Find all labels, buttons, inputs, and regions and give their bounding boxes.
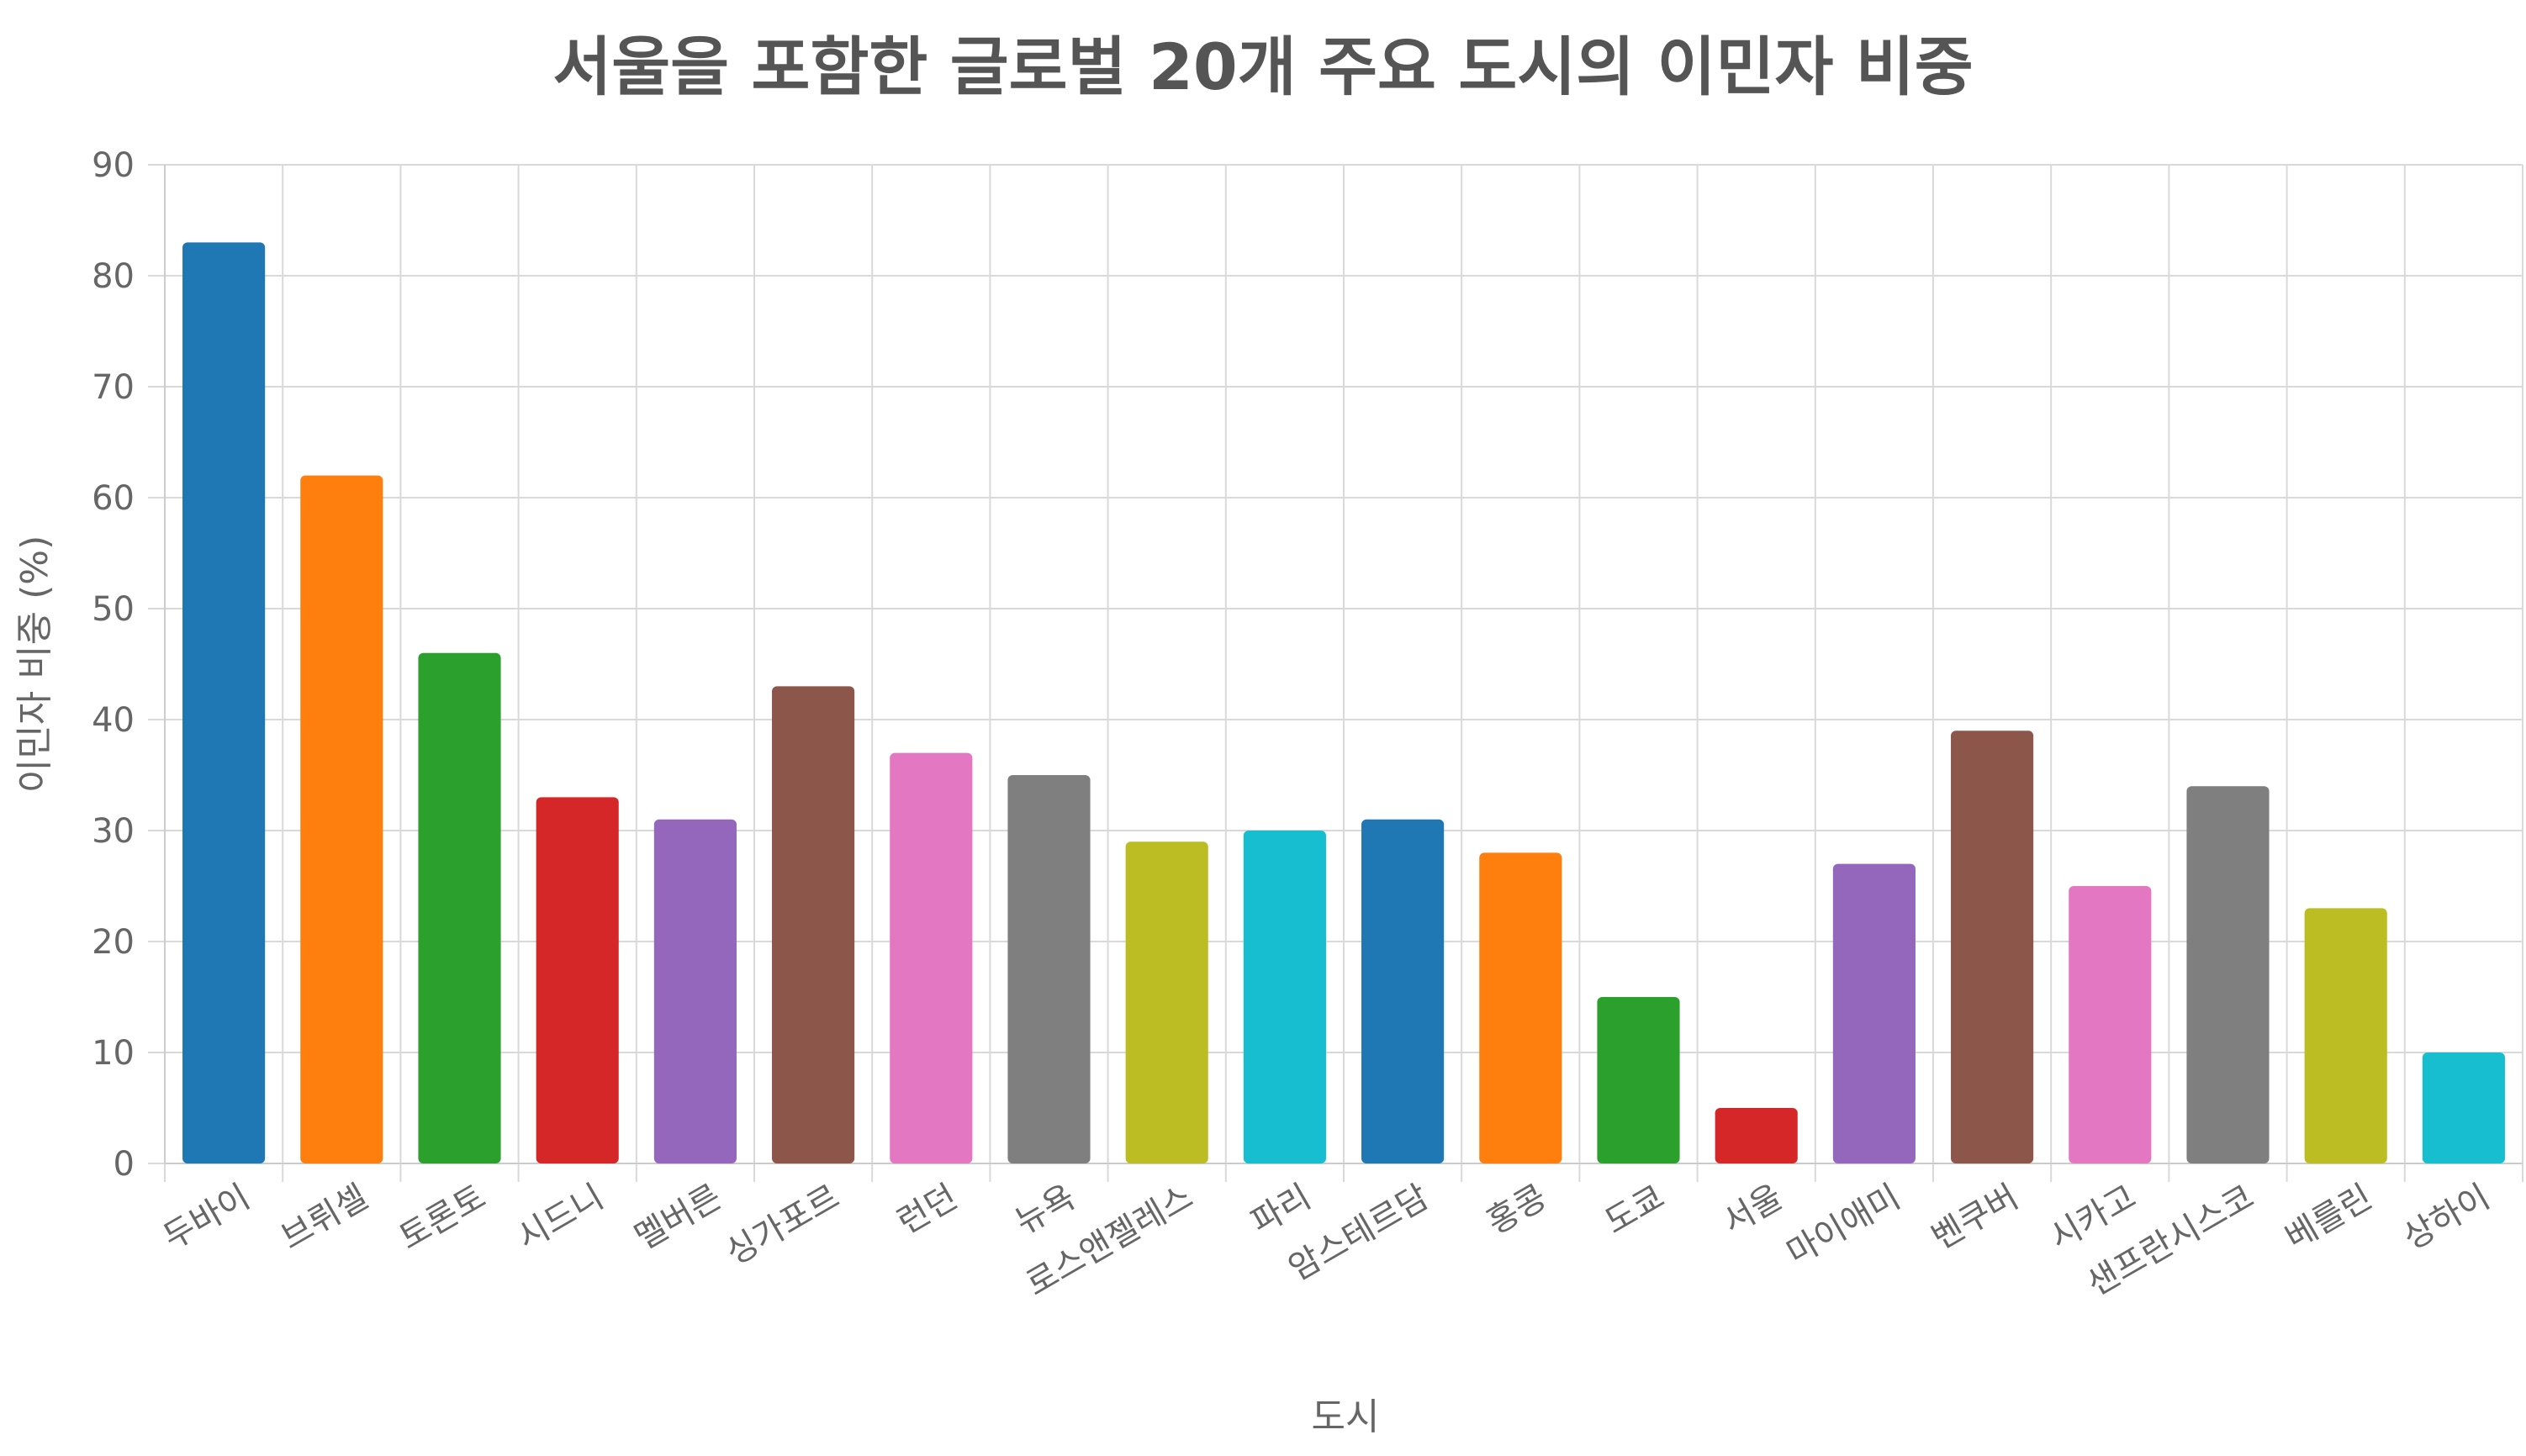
bar[interactable] bbox=[418, 652, 501, 1163]
x-tick-label: 서울 bbox=[1716, 1178, 1789, 1242]
x-axis-title: 도시 bbox=[1312, 1395, 1380, 1438]
bar[interactable] bbox=[536, 797, 619, 1163]
x-tick-label: 뉴욕 bbox=[1009, 1178, 1082, 1242]
y-tick-label: 70 bbox=[92, 368, 135, 407]
bar[interactable] bbox=[2186, 786, 2270, 1163]
bar[interactable] bbox=[772, 686, 855, 1163]
x-tick-label: 런던 bbox=[891, 1178, 964, 1242]
x-tick-label: 마이애미 bbox=[1780, 1178, 1906, 1273]
y-tick-label: 40 bbox=[92, 701, 135, 740]
y-tick-label: 80 bbox=[92, 257, 135, 296]
x-tick-label: 싱가포르 bbox=[720, 1178, 846, 1273]
bar[interactable] bbox=[1361, 819, 1445, 1163]
x-tick-label: 멜버른 bbox=[628, 1178, 728, 1258]
bar[interactable] bbox=[1951, 731, 2034, 1163]
x-tick-label: 상하이 bbox=[2397, 1178, 2497, 1258]
bar[interactable] bbox=[300, 475, 383, 1163]
x-tick-label: 파리 bbox=[1245, 1178, 1318, 1242]
x-tick-label: 도쿄 bbox=[1599, 1178, 1672, 1242]
chart-title: 서울을 포함한 글로벌 20개 주요 도시의 이민자 비중 bbox=[552, 29, 1974, 104]
bar[interactable] bbox=[1832, 863, 1916, 1163]
y-axis-title: 이민자 비중 (%) bbox=[13, 535, 56, 794]
bar[interactable] bbox=[1479, 852, 1562, 1163]
x-tick-label: 브뤼셀 bbox=[275, 1178, 375, 1258]
bar[interactable] bbox=[2069, 886, 2152, 1163]
bar[interactable] bbox=[1243, 831, 1326, 1163]
x-tick-label: 두바이 bbox=[156, 1178, 256, 1258]
y-tick-label: 0 bbox=[114, 1145, 135, 1184]
bar[interactable] bbox=[653, 819, 737, 1163]
grid-layer bbox=[148, 164, 2523, 1182]
bar[interactable] bbox=[2422, 1052, 2505, 1163]
bar[interactable] bbox=[182, 242, 266, 1163]
x-tick-label: 시드니 bbox=[510, 1178, 610, 1258]
bar[interactable] bbox=[1007, 775, 1091, 1163]
x-tick-label: 베를린 bbox=[2279, 1178, 2379, 1258]
y-tick-label: 50 bbox=[92, 590, 135, 629]
y-tick-label: 60 bbox=[92, 479, 135, 518]
y-tick-label: 90 bbox=[92, 146, 135, 185]
bar[interactable] bbox=[1597, 997, 1680, 1163]
bar[interactable] bbox=[1125, 841, 1208, 1163]
y-tick-label: 10 bbox=[92, 1034, 135, 1073]
bar[interactable] bbox=[1715, 1108, 1798, 1163]
bar-layer bbox=[182, 242, 2505, 1163]
x-tick-label: 토론토 bbox=[393, 1178, 493, 1258]
y-tick-labels: 0 10 20 30 40 50 60 70 80 90 bbox=[92, 146, 135, 1184]
x-tick-label: 홍콩 bbox=[1481, 1178, 1554, 1242]
bar[interactable] bbox=[890, 752, 973, 1163]
x-tick-label: 벤쿠버 bbox=[1925, 1178, 2025, 1258]
y-tick-label: 20 bbox=[92, 923, 135, 962]
bar[interactable] bbox=[2304, 908, 2387, 1163]
y-tick-label: 30 bbox=[92, 812, 135, 851]
